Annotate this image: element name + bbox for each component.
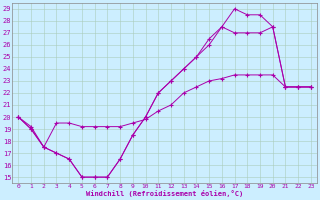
X-axis label: Windchill (Refroidissement éolien,°C): Windchill (Refroidissement éolien,°C) (86, 190, 243, 197)
